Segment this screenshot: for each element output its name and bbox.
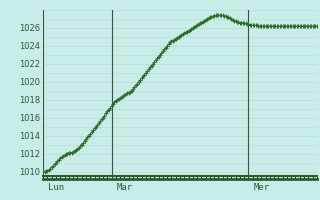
Text: Lun: Lun (48, 183, 64, 192)
Text: Mar: Mar (116, 183, 132, 192)
Text: Mer: Mer (253, 183, 269, 192)
